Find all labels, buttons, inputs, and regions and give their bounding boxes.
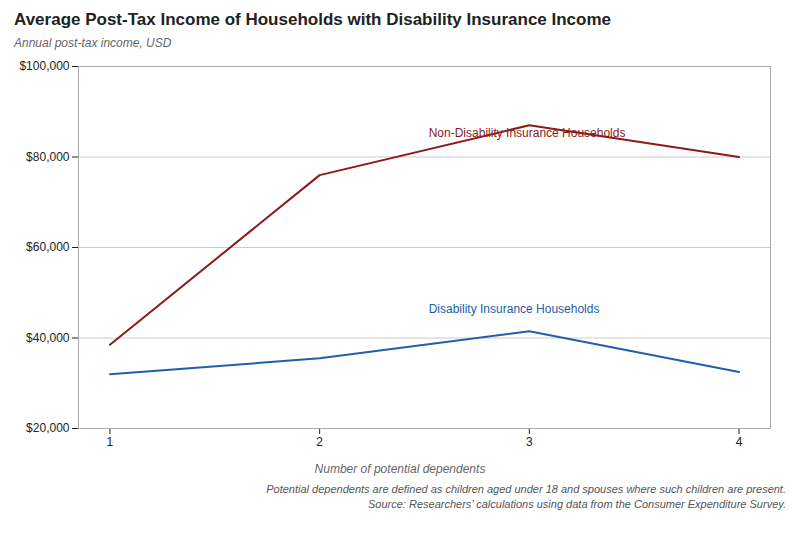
html-text:Source: Researchers’ calculati: Source: Researchers’ calculations using …	[368, 497, 786, 510]
html-text:Number of potential dependents: Number of potential dependents	[314, 462, 486, 476]
html-text:Annual post-tax income, USD: Annual post-tax income, USD	[14, 36, 172, 50]
svg-text:Disability Insurance Household: Disability Insurance Households	[429, 302, 600, 316]
svg-text:4: 4	[736, 435, 743, 449]
svg-text:$40,000: $40,000	[26, 331, 70, 345]
html-text:Average Post-Tax Income of Hou: Average Post-Tax Income of Households wi…	[14, 10, 611, 29]
svg-text:1: 1	[107, 435, 114, 449]
html-text:Potential dependents are defin: Potential dependents are defined as chil…	[266, 483, 786, 495]
svg-text:$100,000: $100,000	[19, 59, 69, 73]
svg-text:$80,000: $80,000	[26, 150, 70, 164]
svg-text:$60,000: $60,000	[26, 240, 70, 254]
svg-text:Non-Disability Insurance House: Non-Disability Insurance Households	[429, 126, 626, 140]
svg-text:3: 3	[526, 435, 533, 449]
svg-text:$20,000: $20,000	[26, 421, 70, 435]
svg-text:2: 2	[316, 435, 323, 449]
